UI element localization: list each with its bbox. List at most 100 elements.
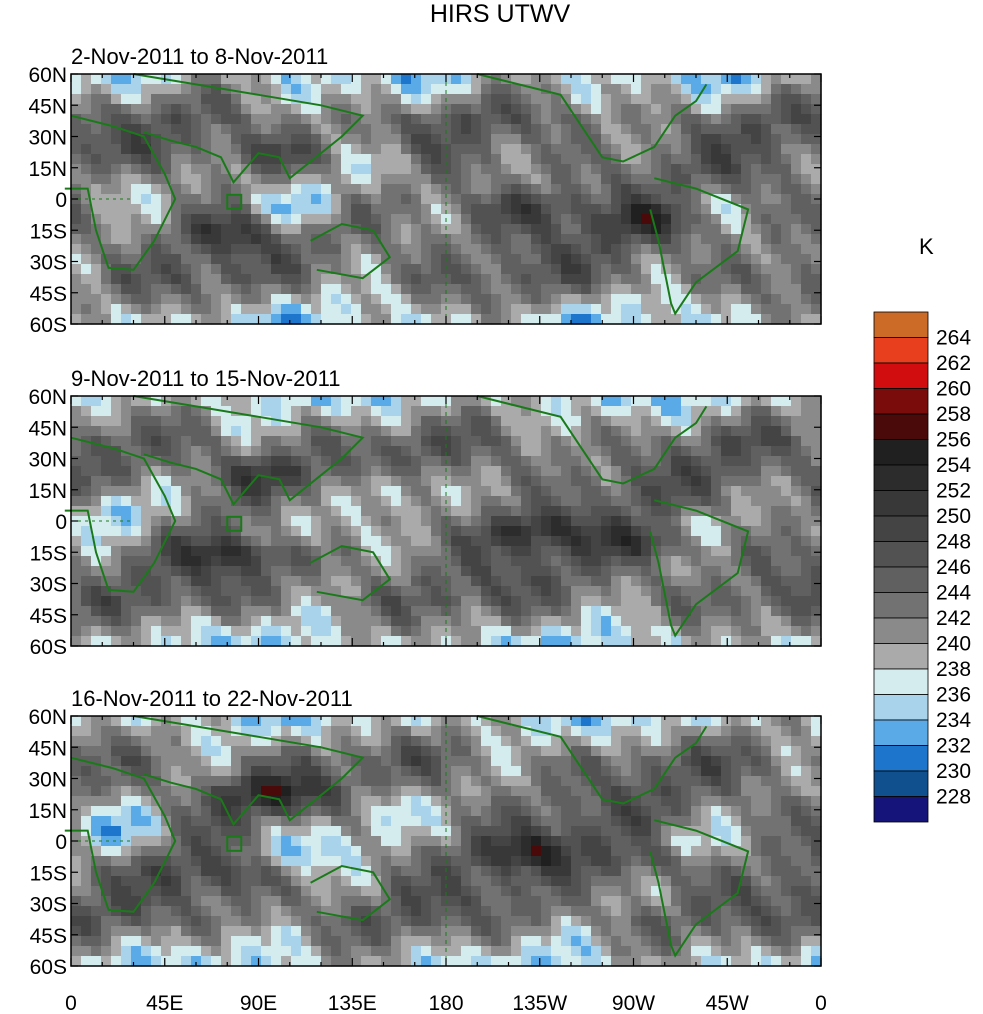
map-cell [511, 144, 522, 155]
map-cell [541, 796, 552, 807]
map-cell [641, 506, 652, 517]
map-cell [501, 786, 512, 797]
map-cell [661, 436, 672, 447]
map-cell [511, 466, 522, 477]
map-cell [341, 234, 352, 245]
map-cell [361, 406, 372, 417]
map-cell [231, 756, 242, 767]
map-cell [561, 144, 572, 155]
map-cell [801, 254, 812, 265]
map-cell [271, 536, 282, 547]
map-cell [141, 556, 152, 567]
map-cell [811, 294, 822, 305]
map-cell [261, 154, 272, 165]
map-cell [621, 566, 632, 577]
map-cell [151, 396, 162, 407]
map-cell [131, 596, 142, 607]
map-cell [291, 104, 302, 115]
map-cell [681, 726, 692, 737]
map-cell [581, 486, 592, 497]
map-cell [331, 616, 342, 627]
map-cell [291, 144, 302, 155]
map-cell [601, 486, 612, 497]
map-cell [801, 396, 812, 407]
map-cell [361, 74, 372, 85]
map-cell [731, 566, 742, 577]
map-cell [691, 174, 702, 185]
map-cell [731, 154, 742, 165]
map-cell [161, 506, 172, 517]
map-cell [181, 264, 192, 275]
map-cell [521, 134, 532, 145]
map-cell [761, 184, 772, 195]
map-cell [801, 506, 812, 517]
map-cell [591, 124, 602, 135]
map-cell [701, 636, 712, 647]
map-cell [131, 606, 142, 617]
map-cell [201, 516, 212, 527]
map-cell [301, 436, 312, 447]
map-cell [511, 616, 522, 627]
map-cell [341, 816, 352, 827]
map-cell [191, 134, 202, 145]
map-cell [561, 486, 572, 497]
map-cell [381, 274, 392, 285]
map-cell [571, 446, 582, 457]
map-cell [271, 636, 282, 647]
map-cell [101, 396, 112, 407]
map-cell [441, 406, 452, 417]
map-cell [121, 124, 132, 135]
map-cell [411, 144, 422, 155]
map-cell [721, 786, 732, 797]
map-cell [291, 124, 302, 135]
map-cell [501, 406, 512, 417]
map-cell [501, 486, 512, 497]
map-cell [321, 716, 332, 727]
map-cell [131, 456, 142, 467]
map-cell [311, 94, 322, 105]
map-cell [111, 786, 122, 797]
map-cell [171, 636, 182, 647]
map-cell [351, 816, 362, 827]
map-cell [171, 154, 182, 165]
map-cell [191, 576, 202, 587]
map-cell [191, 204, 202, 215]
map-cell [401, 304, 412, 315]
map-cell [651, 304, 662, 315]
map-cell [471, 446, 482, 457]
map-cell [141, 164, 152, 175]
map-cell [381, 506, 392, 517]
map-cell [711, 164, 722, 175]
map-cell [721, 636, 732, 647]
map-cell [101, 314, 112, 325]
map-cell [511, 284, 522, 295]
map-cell [721, 516, 732, 527]
map-cell [131, 626, 142, 637]
map-cell [471, 74, 482, 85]
map-cell [661, 716, 672, 727]
map-cell [351, 124, 362, 135]
map-cell [131, 214, 142, 225]
map-cell [231, 736, 242, 747]
map-cell [281, 134, 292, 145]
map-cell [601, 626, 612, 637]
map-cell [321, 536, 332, 547]
map-cell [181, 174, 192, 185]
map-cell [531, 596, 542, 607]
map-cell [811, 124, 822, 135]
map-cell [101, 264, 112, 275]
map-cell [231, 626, 242, 637]
map-cell [91, 756, 102, 767]
map-cell [491, 516, 502, 527]
map-cell [731, 406, 742, 417]
map-cell [411, 786, 422, 797]
map-cell [721, 796, 732, 807]
map-cell [641, 84, 652, 95]
map-cell [431, 74, 442, 85]
map-cell [401, 636, 412, 647]
map-cell [781, 94, 792, 105]
map-cell [661, 786, 672, 797]
map-cell [391, 314, 402, 325]
map-cell [251, 636, 262, 647]
map-cell [621, 526, 632, 537]
